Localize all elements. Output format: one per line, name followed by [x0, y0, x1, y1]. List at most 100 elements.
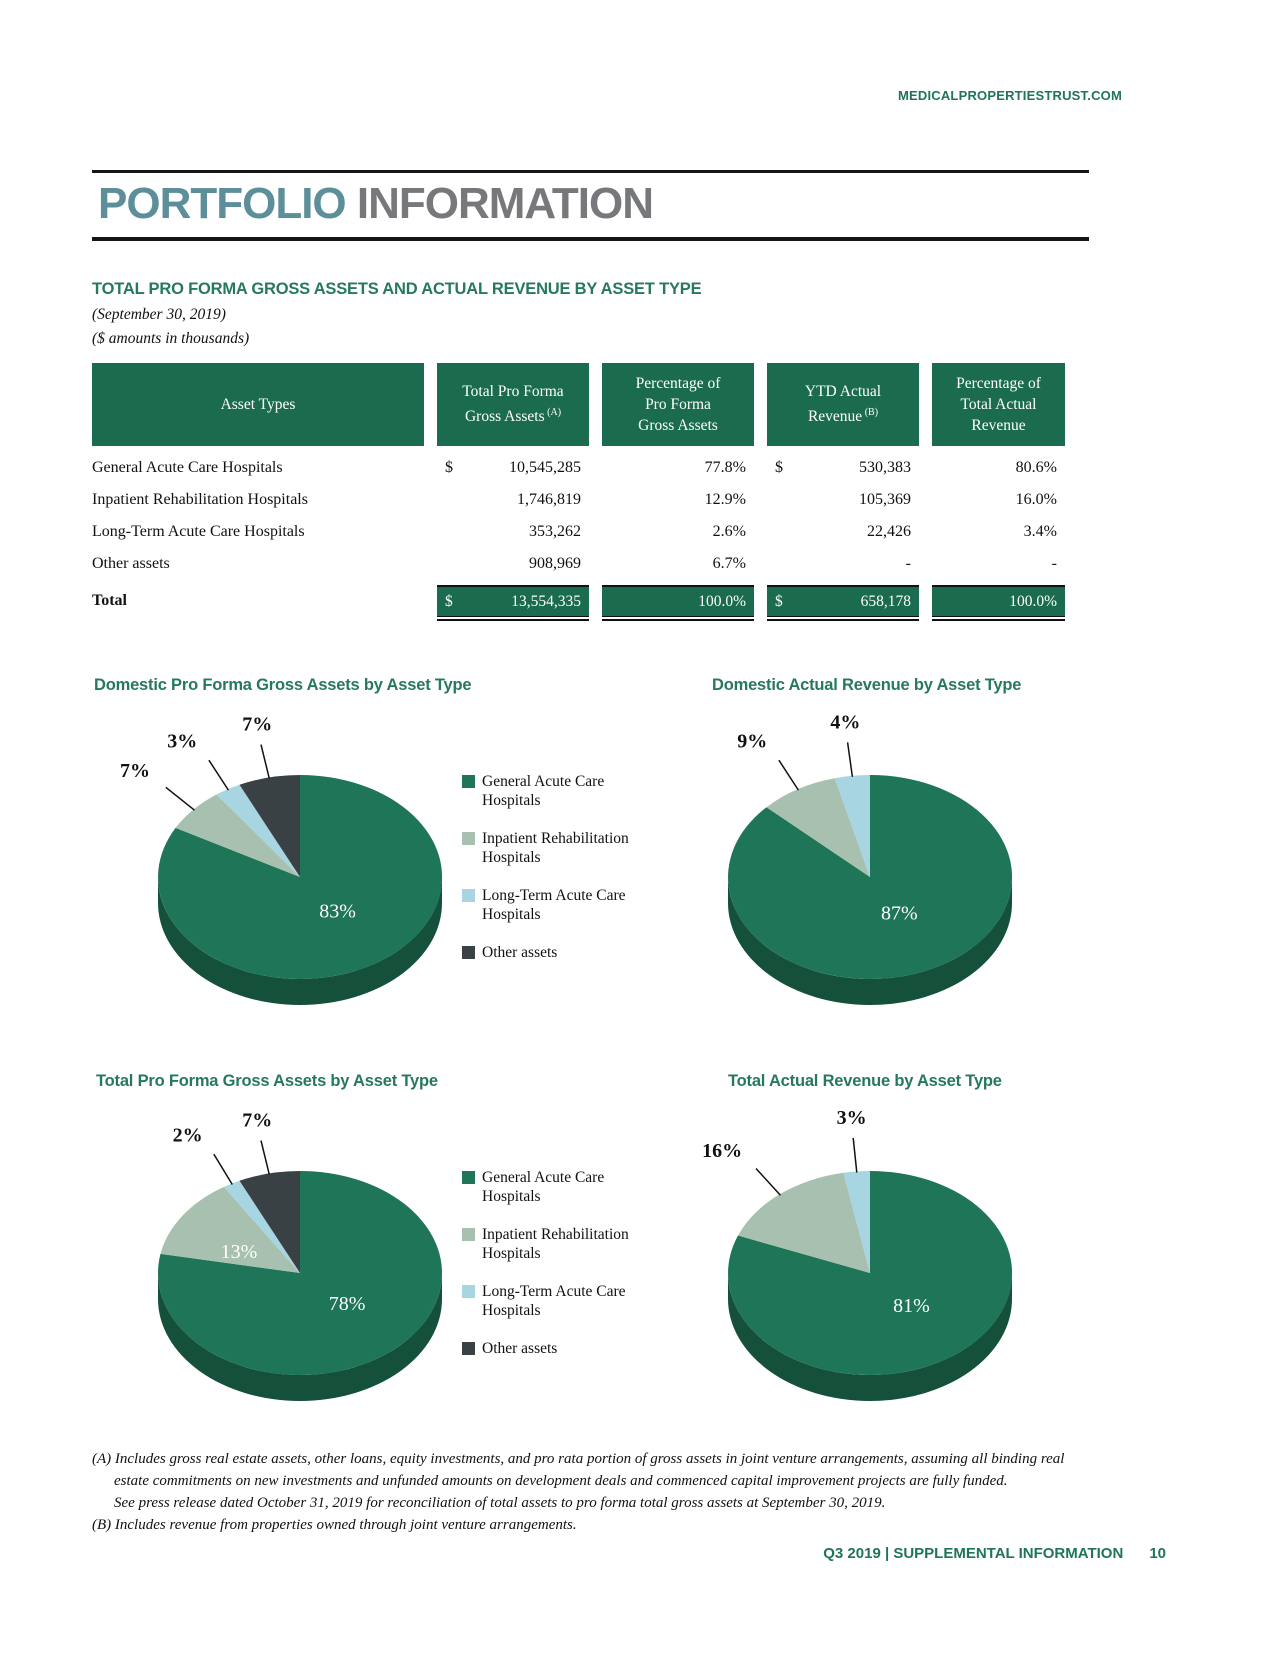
pie-slice [223, 1180, 300, 1273]
value-text: 12.9% [704, 491, 746, 508]
pie-3d-side [728, 1273, 1012, 1401]
legend-label-line: Inpatient Rehabilitation [482, 830, 629, 847]
dollar-sign: $ [445, 459, 453, 476]
page-title-information: INFORMATION [345, 179, 654, 228]
slice-callout-line [778, 759, 800, 791]
legend-label-line: Long-Term Acute Care [482, 1283, 626, 1300]
total-cell-value: 100.0% [602, 585, 754, 621]
chart-legend-row2: General Acute Care Hospitals Inpatient Reh… [462, 1168, 667, 1377]
column-header-line: Percentage of [956, 375, 1041, 392]
legend-label: Long-Term Acute Care Hospitals [482, 886, 626, 924]
chart-title-total-actual-revenue: Total Actual Revenue by Asset Type [728, 1072, 1002, 1090]
footer-text: Q3 2019 | SUPPLEMENTAL INFORMATION [823, 1545, 1124, 1562]
legend-swatch [462, 946, 475, 959]
chart-title-total-gross-assets: Total Pro Forma Gross Assets by Asset Ty… [96, 1072, 438, 1090]
row-label: Other assets [92, 555, 170, 572]
legend-swatch [462, 775, 475, 788]
legend-label: General Acute Care Hospitals [482, 772, 604, 810]
row-label: Long-Term Acute Care Hospitals [92, 523, 305, 540]
legend-item: Inpatient Rehabilitation Hospitals [462, 1225, 667, 1263]
pie-slice [766, 778, 870, 877]
legend-label: Long-Term Acute Care Hospitals [482, 1282, 626, 1320]
value-text: 100.0% [1009, 592, 1057, 610]
pie-chart-domestic-gross-assets: 83% 7% 3% 7% [120, 714, 443, 1005]
page-footer: Q3 2019 | SUPPLEMENTAL INFORMATION 10 [823, 1545, 1166, 1562]
table-total-row: Total $13,554,335 100.0% $658,178 100.0% [92, 585, 1065, 621]
legend-label-line: Other assets [482, 944, 558, 961]
slice-label-callout: 16% [702, 1140, 742, 1162]
legend-item: Inpatient Rehabilitation Hospitals [462, 829, 667, 867]
cell-value: 353,262 [437, 523, 589, 541]
slice-label-inside: 81% [893, 1295, 930, 1317]
slice-label-inside: 78% [329, 1293, 366, 1315]
legend-label-line: Hospitals [482, 792, 541, 809]
table-body: General Acute Care Hospitals $10,545,285 7… [92, 452, 1065, 580]
legend-swatch [462, 1342, 475, 1355]
subtitle-date: (September 30, 2019) [92, 306, 226, 323]
cell-value: - [767, 555, 919, 573]
column-header-line: Asset Types [220, 396, 296, 413]
total-cell-value: $13,554,335 [437, 585, 589, 621]
pie-chart-total-gross-assets: 78% 13% 2% 7% [157, 1110, 442, 1401]
cell-value: 77.8% [602, 459, 754, 477]
column-header-line: Gross Assets [638, 417, 718, 434]
slice-label-callout: 7% [242, 714, 272, 736]
table-row: Other assets 908,969 6.7% - - [92, 548, 1065, 580]
legend-label-line: Other assets [482, 1340, 558, 1357]
column-header-line: Pro Forma [645, 396, 711, 413]
value-text: 2.6% [712, 523, 746, 540]
chart-title-domestic-actual-revenue: Domestic Actual Revenue by Asset Type [712, 676, 1022, 694]
cell-value: - [932, 555, 1065, 573]
row-label: General Acute Care Hospitals [92, 459, 283, 476]
column-header-asset-types: Asset Types [92, 363, 424, 446]
cell-value: 908,969 [437, 555, 589, 573]
pie-slice [834, 775, 870, 877]
value-text: 353,262 [529, 523, 581, 540]
footnotes: (A) Includes gross real estate assets, o… [92, 1448, 1107, 1536]
column-header-line: Percentage of [635, 375, 721, 392]
value-text: 13,554,335 [511, 592, 581, 610]
value-text: - [1051, 555, 1057, 572]
slice-callout-line [260, 1140, 271, 1175]
value-text: 1,746,819 [517, 491, 581, 508]
column-header-line: Revenue [971, 417, 1026, 434]
footnote-line: estate commitments on new investments an… [114, 1473, 1008, 1489]
legend-swatch [462, 832, 475, 845]
pie-3d-side [158, 877, 442, 1005]
value-text: 6.7% [712, 555, 746, 572]
legend-swatch [462, 1285, 475, 1298]
pie-slice [738, 1172, 870, 1273]
pie-slice [728, 1171, 1013, 1375]
cell-value: 12.9% [602, 491, 754, 509]
cell-value: 22,426 [767, 523, 919, 541]
cell-value: $530,383 [767, 459, 919, 477]
legend-label-line: Hospitals [482, 1302, 541, 1319]
slice-label-inside: 83% [319, 900, 356, 922]
subtitle-units: ($ amounts in thousands) [92, 330, 250, 347]
pie-3d-side [728, 877, 1012, 1005]
footnote-line: See press release dated October 31, 2019… [114, 1495, 886, 1511]
legend-swatch [462, 889, 475, 902]
column-header-line: Total Pro Forma [462, 383, 564, 401]
column-header-line: Total Actual [960, 396, 1037, 413]
value-text: 16.0% [1015, 491, 1057, 508]
column-header: YTD Actual Revenue (B) [767, 363, 919, 446]
legend-label: General Acute Care Hospitals [482, 1168, 604, 1206]
legend-label-line: Hospitals [482, 1188, 541, 1205]
legend-swatch [462, 1228, 475, 1241]
cell-value: 16.0% [932, 491, 1065, 509]
value-text: 77.8% [704, 459, 746, 476]
chart-title-domestic-gross-assets: Domestic Pro Forma Gross Assets by Asset… [94, 676, 472, 694]
value-text: 10,545,285 [509, 459, 581, 476]
pie-slice [160, 1186, 300, 1273]
footnote-line: (B) Includes revenue from properties own… [92, 1517, 577, 1533]
column-header-footnote-ref: (B) [862, 407, 879, 419]
value-text: 908,969 [529, 555, 581, 572]
slice-label-callout: 7% [120, 760, 150, 782]
dollar-sign: $ [445, 592, 453, 610]
cell-value: $10,545,285 [437, 459, 589, 477]
pie-slice [157, 1171, 442, 1375]
slice-callout-line [852, 1137, 858, 1173]
total-row-label: Total [92, 592, 127, 609]
slice-callout-line [260, 744, 271, 779]
